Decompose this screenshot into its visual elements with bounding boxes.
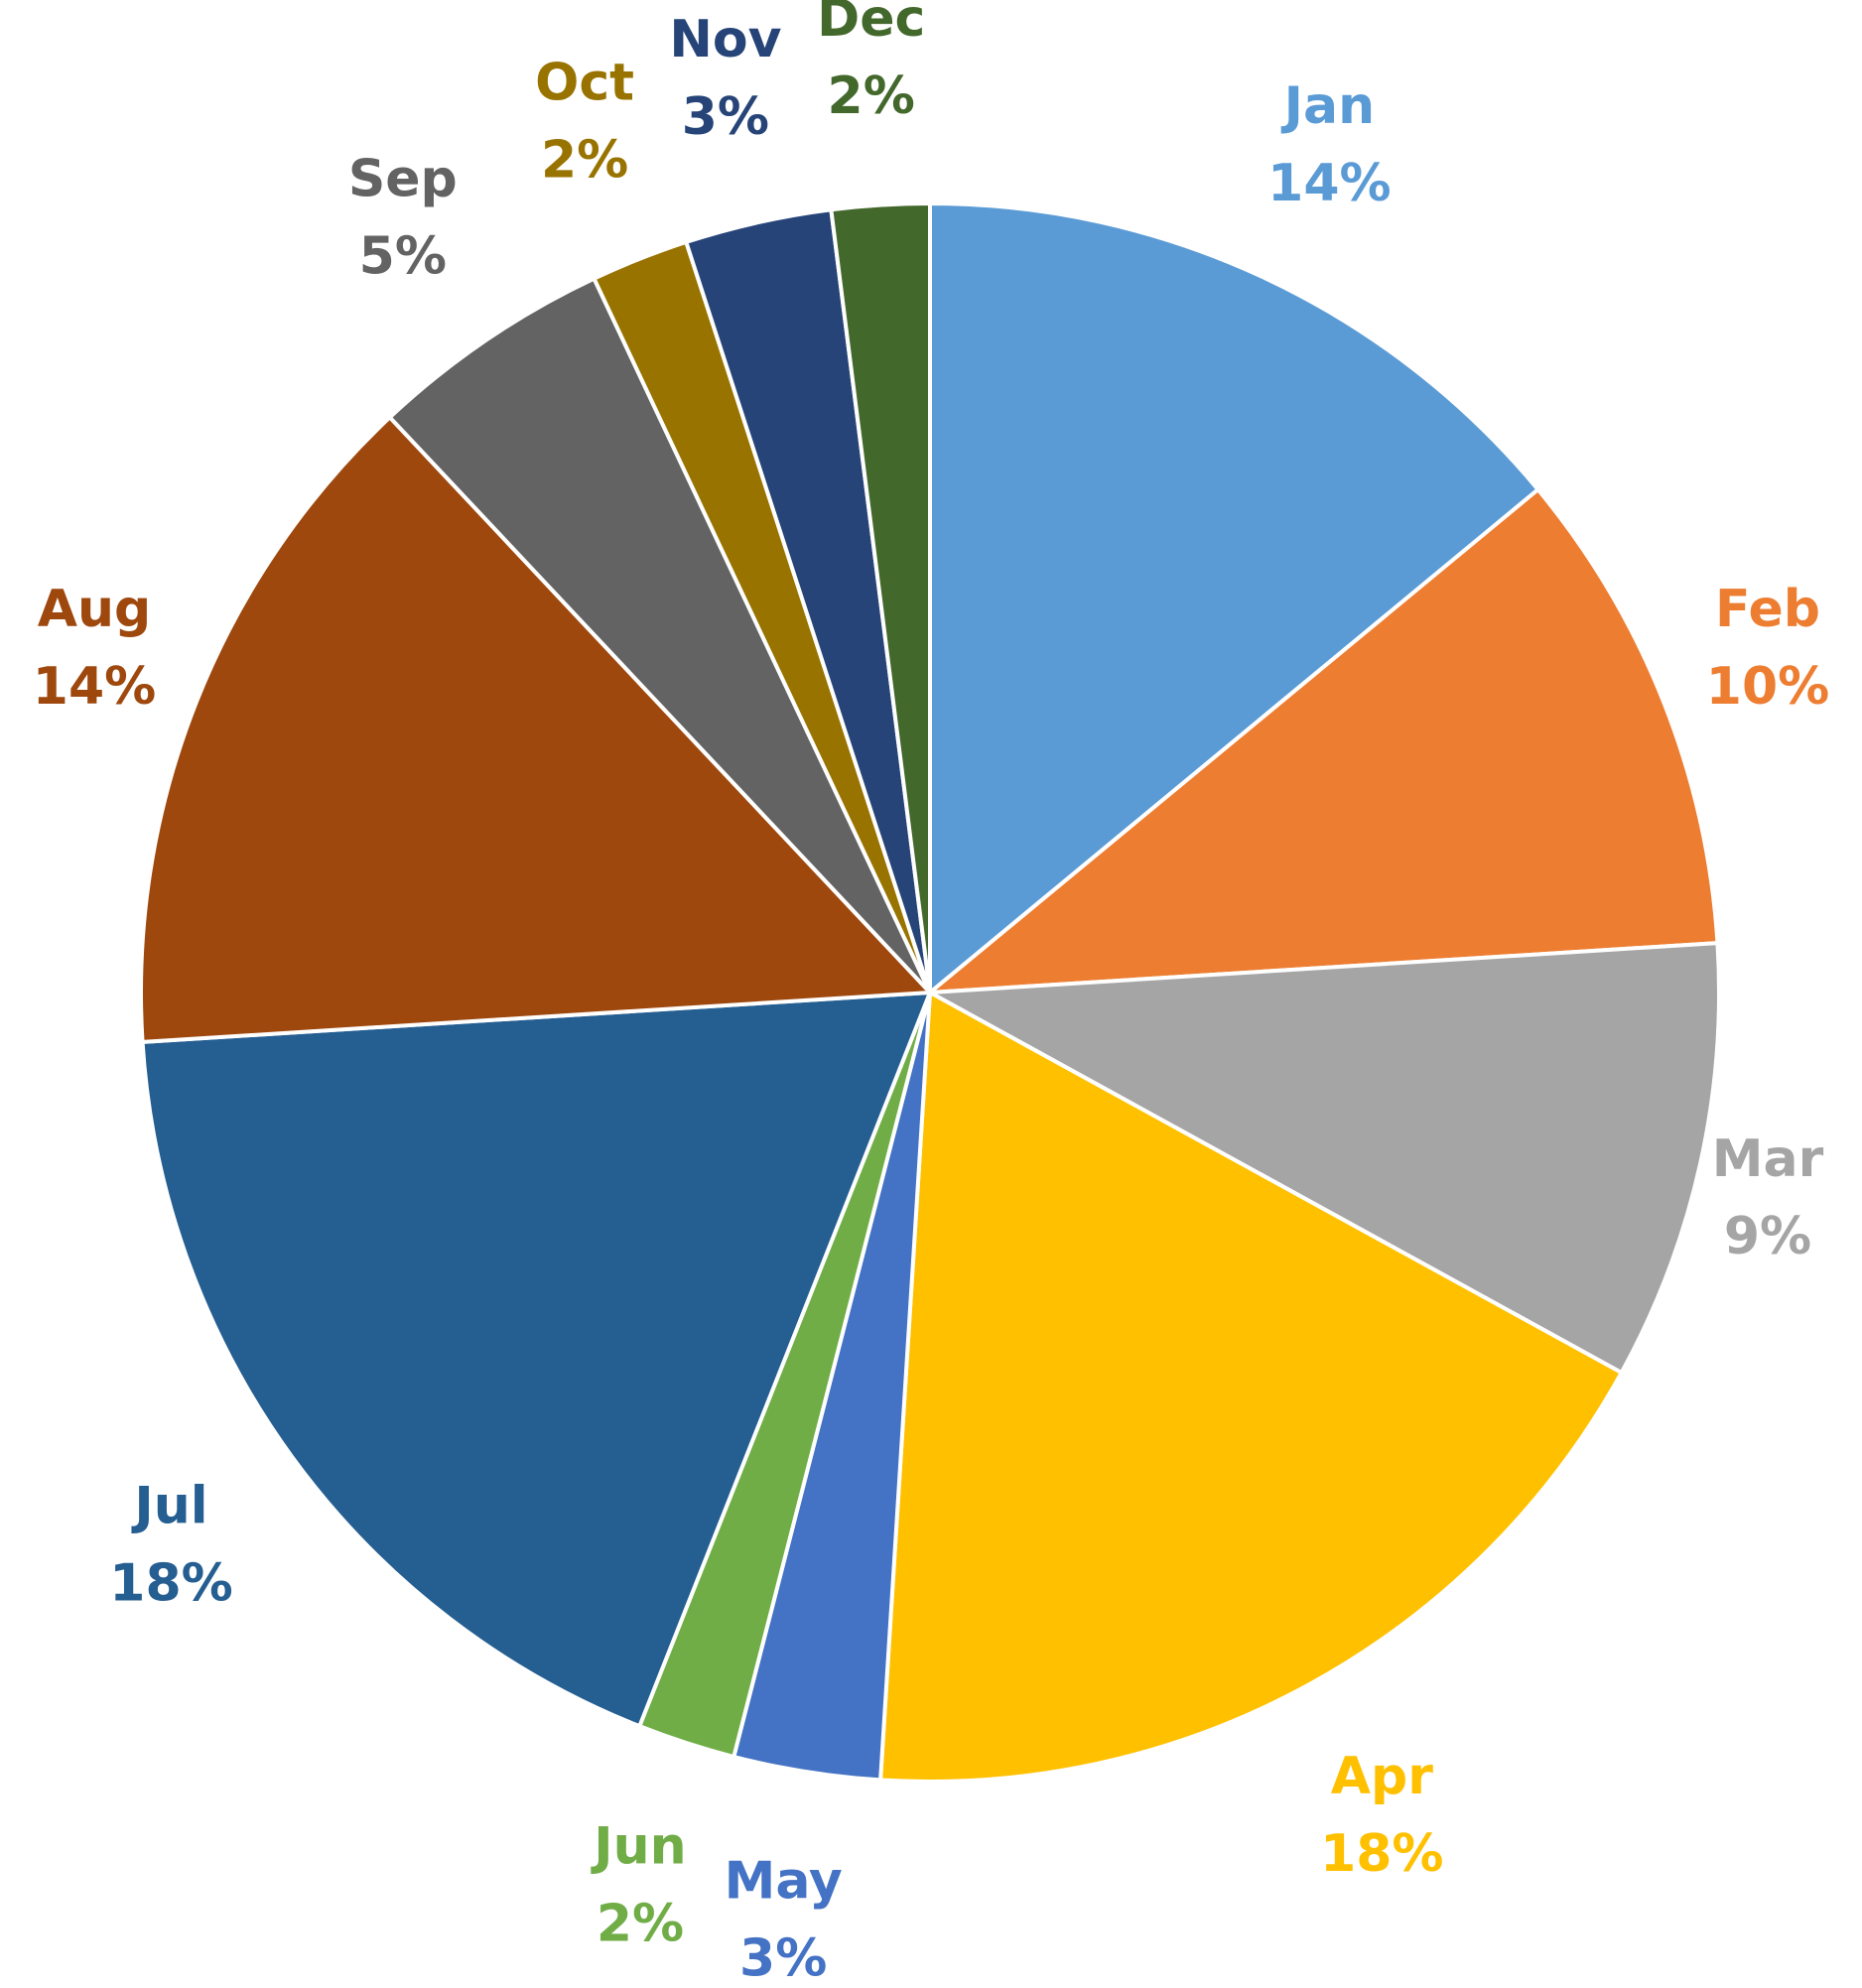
slice-value-label-jul: 18% <box>109 1554 232 1614</box>
pie-slice-jan <box>928 201 1540 994</box>
slice-value-label-dec: 2% <box>828 66 915 126</box>
slice-value-label-sep: 5% <box>359 226 447 286</box>
slice-label-oct: Oct <box>535 53 634 112</box>
slice-label-apr: Apr <box>1331 1747 1433 1806</box>
slice-value-label-aug: 14% <box>33 657 156 717</box>
slice-value-label-jan: 14% <box>1267 154 1391 213</box>
pie-labels: Jan 14% Feb 10% Mar 9% Apr 18% May 3% Jun 2% Jul 18% A… <box>33 0 1829 1988</box>
slice-value-label-feb: 10% <box>1706 657 1829 717</box>
slice-value-label-jun: 2% <box>597 1895 684 1954</box>
pie-slice-feb <box>928 487 1720 994</box>
slice-value-label-apr: 18% <box>1320 1824 1443 1884</box>
pie-slice-sep <box>387 276 932 994</box>
pie-slice-dec <box>829 201 932 994</box>
slice-value-label-may: 3% <box>739 1928 827 1988</box>
slice-label-may: May <box>725 1851 843 1911</box>
pie-slice-apr <box>878 991 1624 1784</box>
pie-slices <box>139 201 1721 1784</box>
slice-value-label-nov: 3% <box>682 87 769 147</box>
slice-label-nov: Nov <box>669 10 781 69</box>
pie-slice-jul <box>140 991 932 1729</box>
slice-label-jan: Jan <box>1281 76 1375 136</box>
slice-value-label-mar: 9% <box>1724 1207 1811 1266</box>
slice-label-sep: Sep <box>348 149 458 208</box>
slice-label-aug: Aug <box>38 580 152 639</box>
slice-label-dec: Dec <box>817 0 925 49</box>
pie-slice-mar <box>928 941 1721 1375</box>
pie-slice-aug <box>139 415 932 1044</box>
slice-label-jun: Jun <box>591 1817 686 1877</box>
slice-label-feb: Feb <box>1715 580 1820 639</box>
slice-value-label-oct: 2% <box>541 130 628 190</box>
slice-label-jul: Jul <box>131 1477 207 1536</box>
slice-label-mar: Mar <box>1712 1129 1824 1189</box>
